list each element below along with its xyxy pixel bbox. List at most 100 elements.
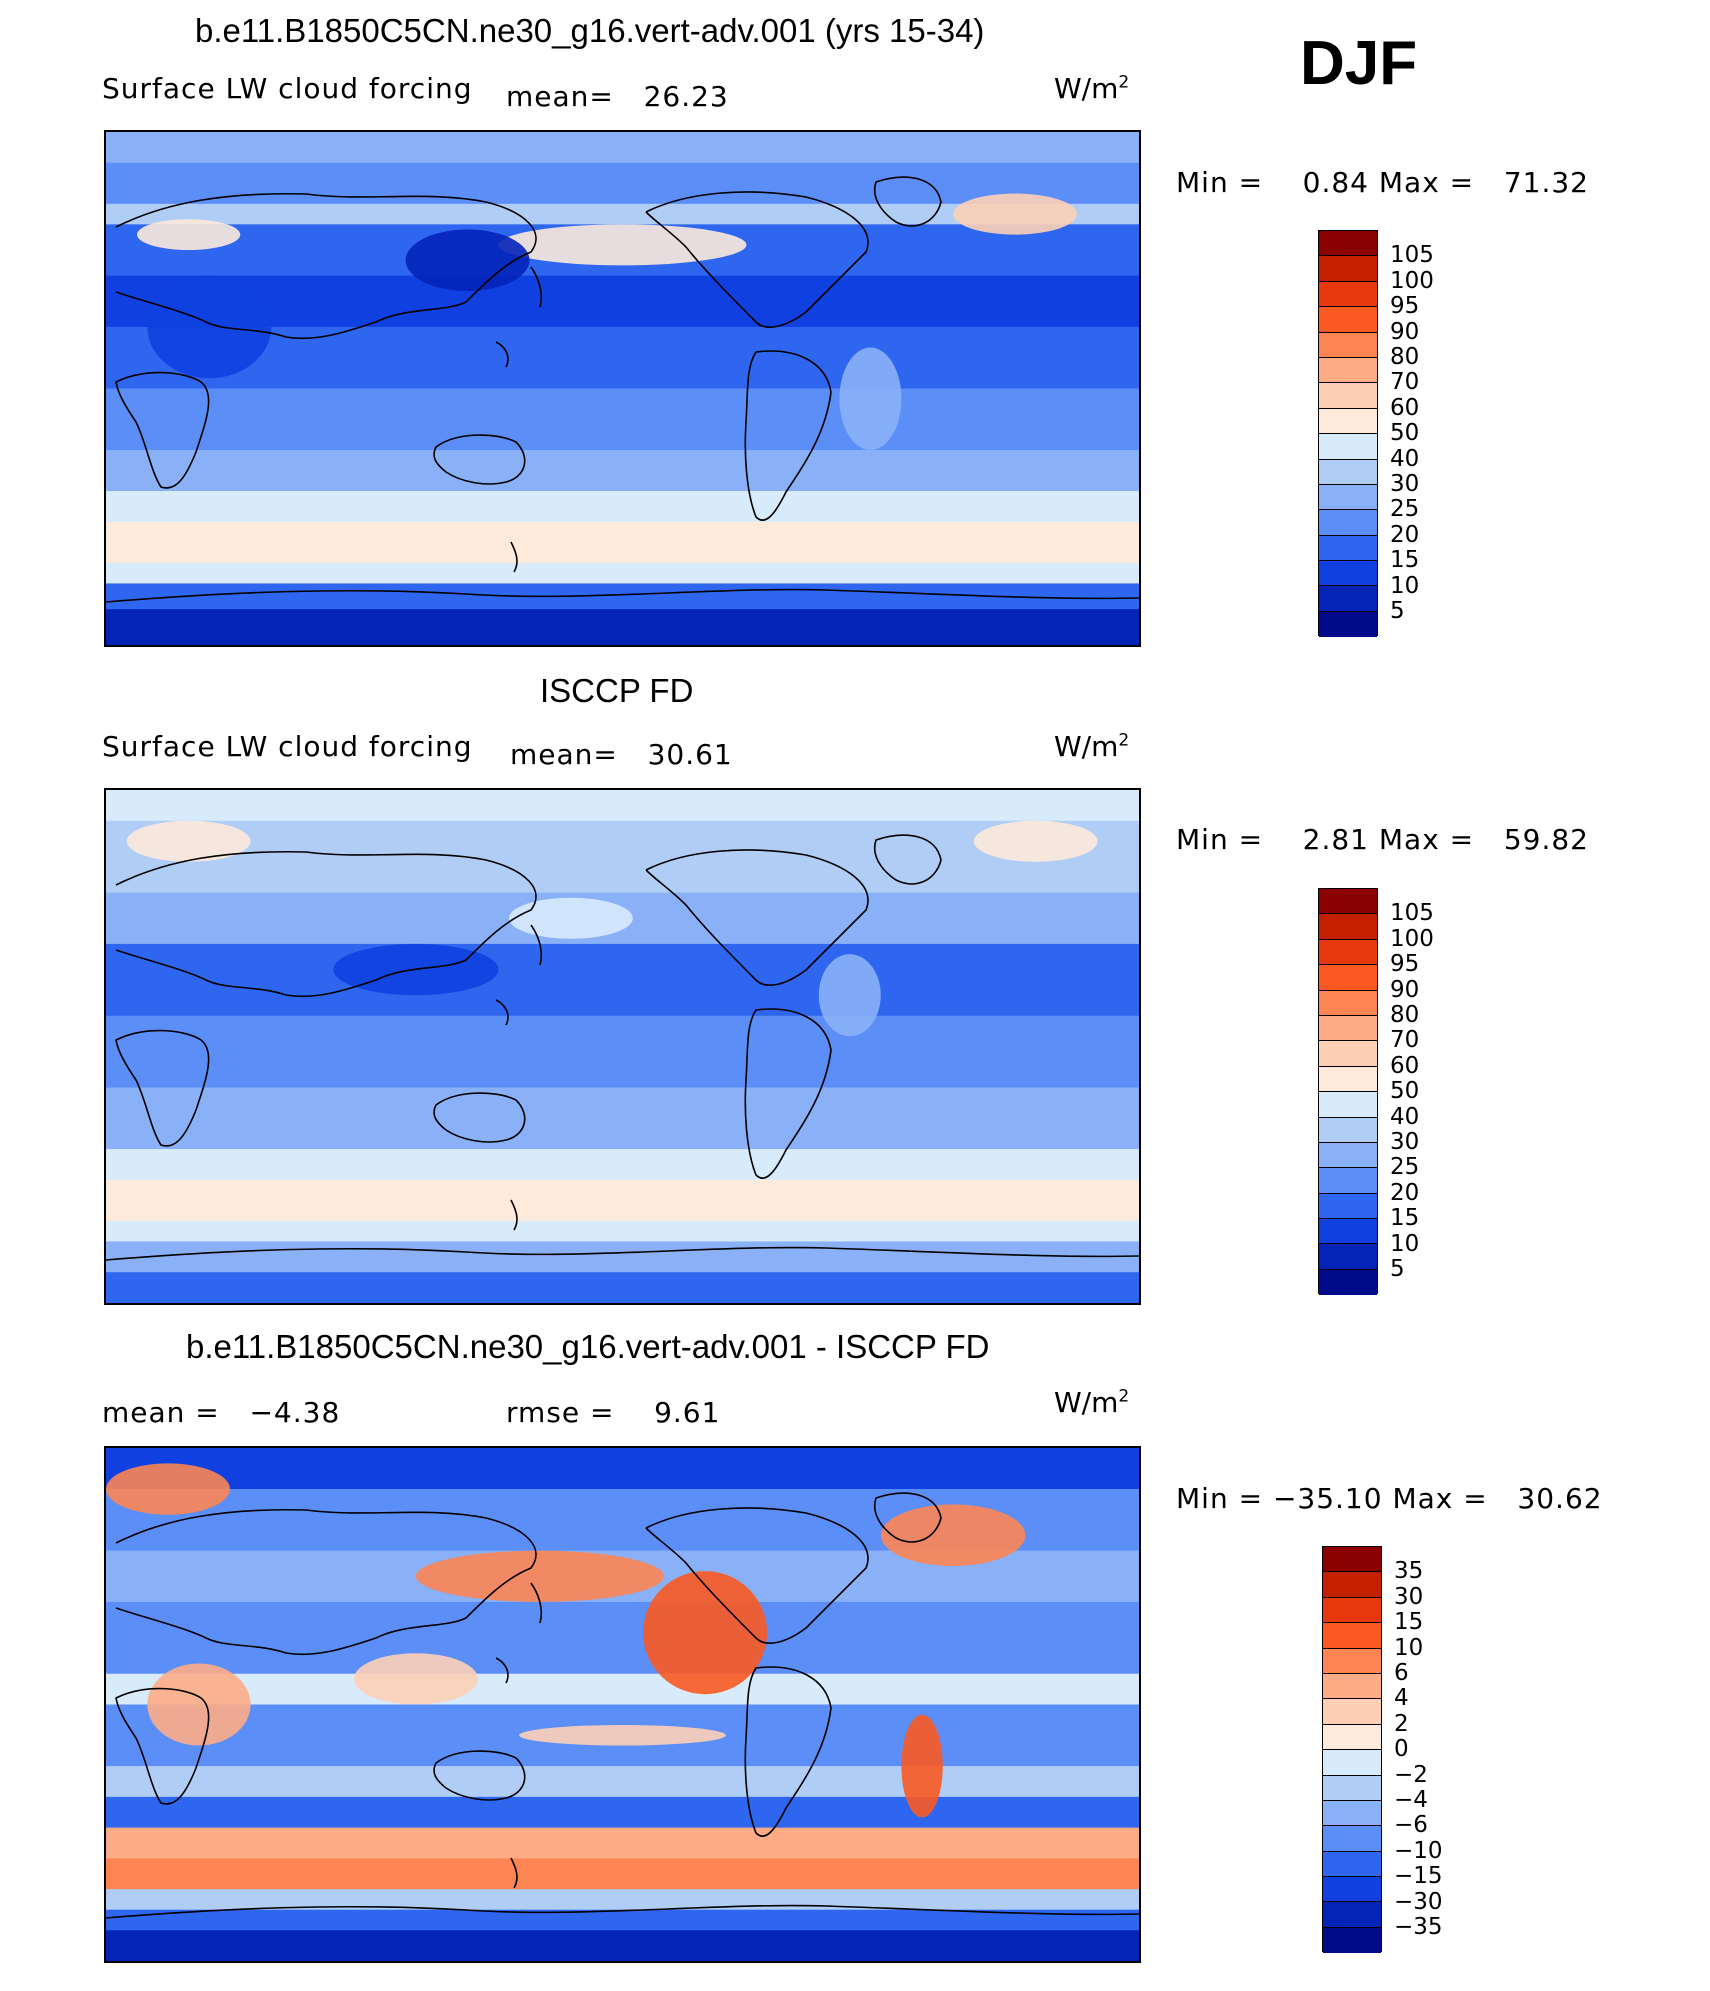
colorbar-label: −35 — [1394, 1914, 1443, 1940]
colorbar-swatch — [1319, 1117, 1377, 1143]
colorbar-swatch — [1323, 1750, 1381, 1776]
colorbar-swatch — [1319, 1219, 1377, 1245]
colorbar-swatch — [1323, 1877, 1381, 1903]
colorbar-label: −30 — [1394, 1888, 1443, 1915]
panel1-variable-label: Surface LW cloud forcing — [102, 72, 473, 105]
panel3-map — [104, 1446, 1141, 1963]
colorbar-label: 20 — [1390, 521, 1420, 548]
colorbar-label: 100 — [1390, 267, 1434, 294]
colorbar-swatch — [1323, 1800, 1381, 1827]
panel1-mean: mean= 26.23 — [506, 80, 729, 113]
colorbar-swatch — [1319, 965, 1377, 991]
colorbar-swatch — [1319, 231, 1377, 257]
colorbar-label: 15 — [1390, 547, 1420, 574]
colorbar-swatch — [1319, 1193, 1377, 1220]
colorbar-label: 20 — [1390, 1179, 1420, 1206]
colorbar-swatch — [1323, 1851, 1381, 1878]
colorbar-label: 25 — [1390, 1154, 1420, 1181]
panel1-map — [104, 130, 1141, 647]
colorbar-swatch — [1319, 459, 1377, 485]
colorbar-swatch — [1323, 1623, 1381, 1649]
colorbar-swatch — [1319, 611, 1377, 638]
colorbar-swatch — [1319, 332, 1377, 358]
panel3-title: b.e11.B1850C5CN.ne30_g16.vert-adv.001 - … — [186, 1328, 990, 1365]
colorbar-swatch — [1319, 307, 1377, 333]
panel2-title: ISCCP FD — [540, 672, 694, 709]
colorbar-label: 5 — [1390, 598, 1405, 624]
colorbar-label: 105 — [1390, 242, 1434, 269]
colorbar-swatch — [1319, 1092, 1377, 1118]
colorbar-swatch — [1319, 357, 1377, 384]
colorbar-label: 4 — [1394, 1685, 1409, 1712]
colorbar-swatch — [1319, 1066, 1377, 1093]
colorbar-swatch — [1319, 889, 1377, 915]
panel3-rmse: rmse = 9.61 — [506, 1396, 721, 1429]
colorbar-swatch — [1319, 914, 1377, 940]
colorbar-label: 10 — [1394, 1634, 1424, 1661]
colorbar-label: −2 — [1394, 1761, 1428, 1788]
colorbar-label: 25 — [1390, 496, 1420, 523]
colorbar-label: −6 — [1394, 1812, 1428, 1839]
colorbar-swatch — [1319, 510, 1377, 536]
colorbar-swatch — [1319, 434, 1377, 460]
colorbar-swatch — [1323, 1547, 1381, 1573]
colorbar-swatch — [1319, 281, 1377, 308]
colorbar-label: 60 — [1390, 394, 1420, 421]
colorbar-swatch — [1323, 1724, 1381, 1751]
panel1-units: W/m2 — [1054, 72, 1130, 105]
colorbar-label: 35 — [1394, 1558, 1424, 1585]
colorbar-label: 90 — [1390, 318, 1420, 345]
season-label: DJF — [1300, 29, 1418, 98]
colorbar-label: 80 — [1390, 344, 1420, 370]
colorbar-swatch — [1319, 484, 1377, 511]
panel3-minmax: Min = −35.10 Max = 30.62 — [1176, 1482, 1603, 1515]
colorbar-swatch — [1319, 1041, 1377, 1067]
colorbar-label: 60 — [1390, 1052, 1420, 1079]
colorbar-swatch — [1323, 1927, 1381, 1954]
colorbar-label: 80 — [1390, 1002, 1420, 1028]
colorbar-label: 30 — [1394, 1583, 1424, 1610]
colorbar-label: 70 — [1390, 1027, 1420, 1054]
colorbar-swatch — [1319, 383, 1377, 409]
colorbar-label: −15 — [1394, 1863, 1443, 1890]
panel2-map — [104, 788, 1141, 1305]
colorbar-swatch — [1319, 1015, 1377, 1042]
colorbar-label: 40 — [1390, 1103, 1420, 1130]
colorbar-label: 70 — [1390, 369, 1420, 396]
colorbar-swatch — [1319, 586, 1377, 612]
panel2-mean: mean= 30.61 — [510, 738, 733, 771]
panel1-title: b.e11.B1850C5CN.ne30_g16.vert-adv.001 (y… — [195, 12, 985, 49]
colorbar-swatch — [1323, 1826, 1381, 1852]
colorbar-label: 0 — [1394, 1736, 1409, 1763]
colorbar-swatch — [1319, 1269, 1377, 1296]
colorbar-label: 40 — [1390, 445, 1420, 472]
colorbar-swatch — [1319, 561, 1377, 587]
colorbar-label: 50 — [1390, 420, 1420, 447]
colorbar-label: 90 — [1390, 976, 1420, 1003]
panel2-units: W/m2 — [1054, 730, 1130, 763]
colorbar-label: 100 — [1390, 925, 1434, 952]
panel3-mean: mean = −4.38 — [102, 1396, 341, 1429]
colorbar-label: 15 — [1394, 1609, 1424, 1636]
colorbar-label: 10 — [1390, 572, 1420, 599]
colorbar-label: 50 — [1390, 1078, 1420, 1105]
colorbar-swatch — [1319, 256, 1377, 282]
colorbar-label: 10 — [1390, 1230, 1420, 1257]
colorbar-swatch — [1319, 990, 1377, 1016]
colorbar-swatch — [1319, 1168, 1377, 1194]
colorbar-swatch — [1319, 408, 1377, 435]
colorbar-label: 95 — [1390, 951, 1420, 978]
colorbar-swatch — [1323, 1902, 1381, 1928]
colorbar-label: 15 — [1390, 1205, 1420, 1232]
panel1-minmax: Min = 0.84 Max = 71.32 — [1176, 166, 1589, 199]
colorbar-label: −4 — [1394, 1787, 1428, 1813]
panel2-minmax: Min = 2.81 Max = 59.82 — [1176, 823, 1589, 856]
colorbar-swatch — [1319, 535, 1377, 562]
colorbar-swatch — [1319, 939, 1377, 966]
colorbar-swatch — [1323, 1775, 1381, 1801]
colorbar-label: 6 — [1394, 1660, 1409, 1686]
colorbar-swatch — [1323, 1572, 1381, 1598]
colorbar-label: 2 — [1394, 1710, 1409, 1737]
colorbar-label: 30 — [1390, 471, 1420, 497]
colorbar-swatch — [1319, 1142, 1377, 1169]
